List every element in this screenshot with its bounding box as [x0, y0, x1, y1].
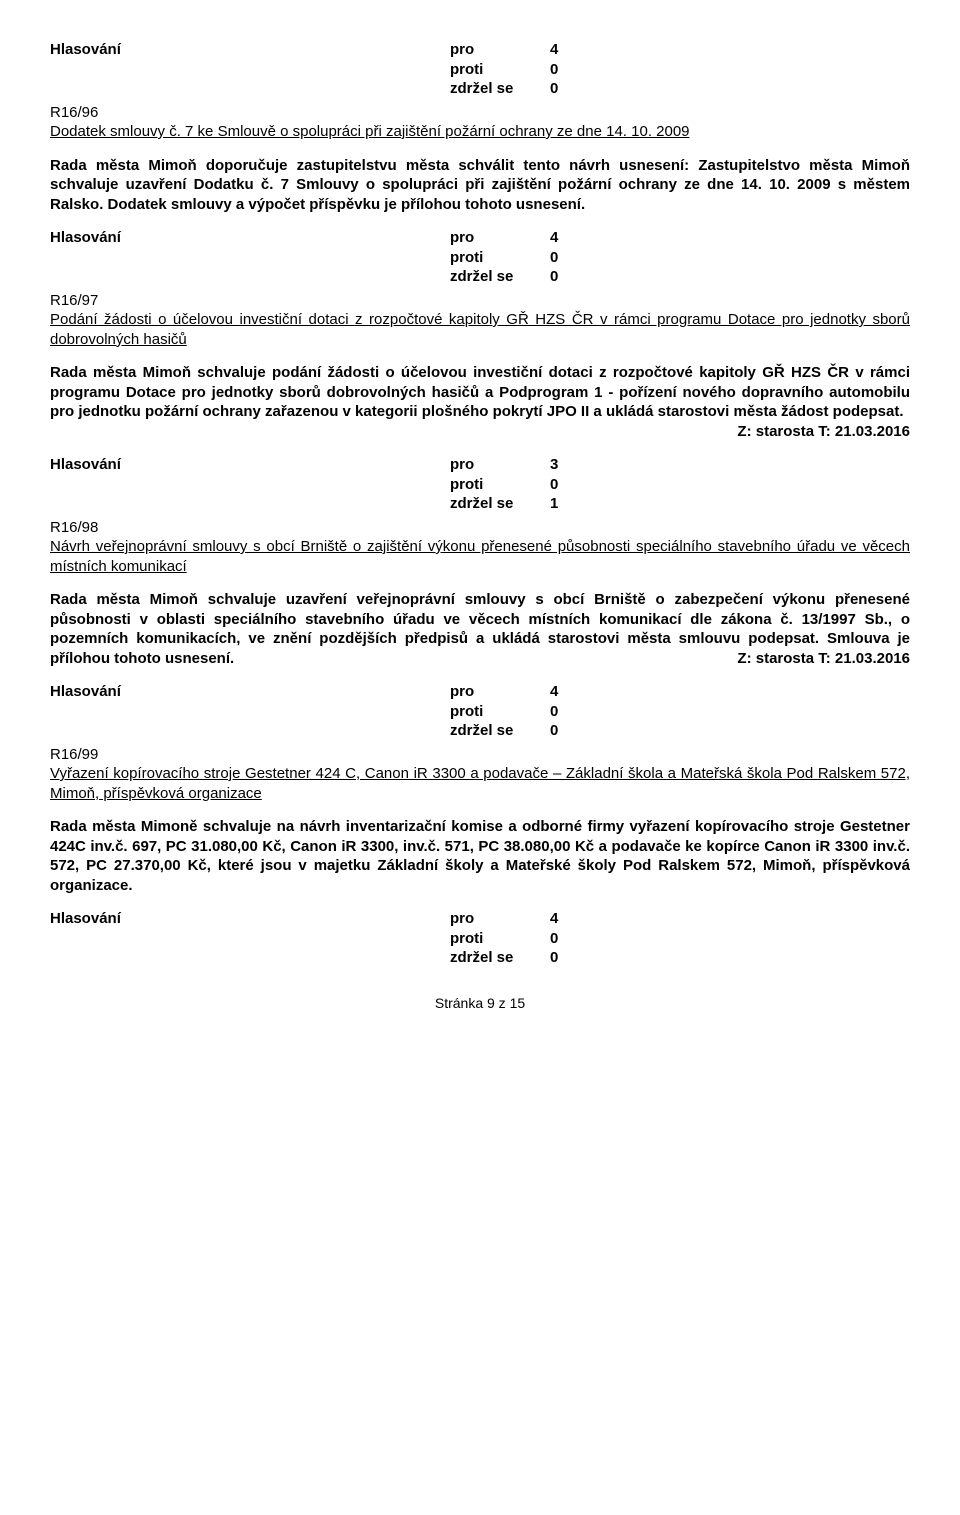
vote-zdrzel-key: zdržel se [450, 721, 550, 741]
vote-label: Hlasování [50, 909, 450, 929]
vote-pro-val: 3 [550, 455, 558, 475]
vote-proti-key: proti [450, 929, 550, 949]
resolution-code-2: R16/97 [50, 291, 910, 311]
vote-zdrzel-val: 0 [550, 948, 558, 968]
resolution-title-1: Dodatek smlouvy č. 7 ke Smlouvě o spolup… [50, 122, 910, 142]
resolution-body-3: Rada města Mimoň schvaluje uzavření veře… [50, 590, 910, 668]
page-footer: Stránka 9 z 15 [50, 994, 910, 1012]
vote-label: Hlasování [50, 228, 450, 248]
vote-pro-key: pro [450, 228, 550, 248]
vote-pro-key: pro [450, 40, 550, 60]
vote-block-3: Hlasování pro 3 proti 0 zdržel se 1 [50, 455, 910, 514]
vote-proti-key: proti [450, 702, 550, 722]
vote-pro-val: 4 [550, 228, 558, 248]
vote-zdrzel-val: 0 [550, 267, 558, 287]
resolution-body-2-text: Rada města Mimoň schvaluje podání žádost… [50, 364, 910, 420]
vote-zdrzel-key: zdržel se [450, 948, 550, 968]
resolution-deadline-3: Z: starosta T: 21.03.2016 [737, 649, 910, 669]
vote-zdrzel-val: 1 [550, 494, 558, 514]
vote-proti-val: 0 [550, 702, 558, 722]
vote-zdrzel-val: 0 [550, 79, 558, 99]
vote-proti-val: 0 [550, 929, 558, 949]
vote-pro-val: 4 [550, 682, 558, 702]
vote-block-2: Hlasování pro 4 proti 0 zdržel se 0 [50, 228, 910, 287]
vote-block-5: Hlasování pro 4 proti 0 zdržel se 0 [50, 909, 910, 968]
vote-pro-val: 4 [550, 40, 558, 60]
vote-block-4: Hlasování pro 4 proti 0 zdržel se 0 [50, 682, 910, 741]
vote-zdrzel-key: zdržel se [450, 494, 550, 514]
resolution-title-4: Vyřazení kopírovacího stroje Gestetner 4… [50, 764, 910, 803]
vote-zdrzel-key: zdržel se [450, 267, 550, 287]
vote-pro-key: pro [450, 455, 550, 475]
vote-block-1: Hlasování pro 4 proti 0 zdržel se 0 [50, 40, 910, 99]
vote-proti-val: 0 [550, 60, 558, 80]
resolution-code-3: R16/98 [50, 518, 910, 538]
vote-label: Hlasování [50, 455, 450, 475]
vote-proti-key: proti [450, 475, 550, 495]
resolution-title-3: Návrh veřejnoprávní smlouvy s obcí Brniš… [50, 537, 910, 576]
vote-label: Hlasování [50, 682, 450, 702]
vote-pro-key: pro [450, 682, 550, 702]
resolution-body-1: Rada města Mimoň doporučuje zastupitelst… [50, 156, 910, 215]
vote-pro-key: pro [450, 909, 550, 929]
resolution-code-4: R16/99 [50, 745, 910, 765]
vote-proti-val: 0 [550, 248, 558, 268]
vote-pro-val: 4 [550, 909, 558, 929]
vote-label: Hlasování [50, 40, 450, 60]
vote-proti-val: 0 [550, 475, 558, 495]
vote-zdrzel-val: 0 [550, 721, 558, 741]
resolution-body-2: Rada města Mimoň schvaluje podání žádost… [50, 363, 910, 441]
vote-proti-key: proti [450, 248, 550, 268]
vote-proti-key: proti [450, 60, 550, 80]
resolution-code-1: R16/96 [50, 103, 910, 123]
resolution-deadline-2: Z: starosta T: 21.03.2016 [737, 422, 910, 442]
resolution-body-4: Rada města Mimoně schvaluje na návrh inv… [50, 817, 910, 895]
vote-zdrzel-key: zdržel se [450, 79, 550, 99]
resolution-title-2: Podání žádosti o účelovou investiční dot… [50, 310, 910, 349]
